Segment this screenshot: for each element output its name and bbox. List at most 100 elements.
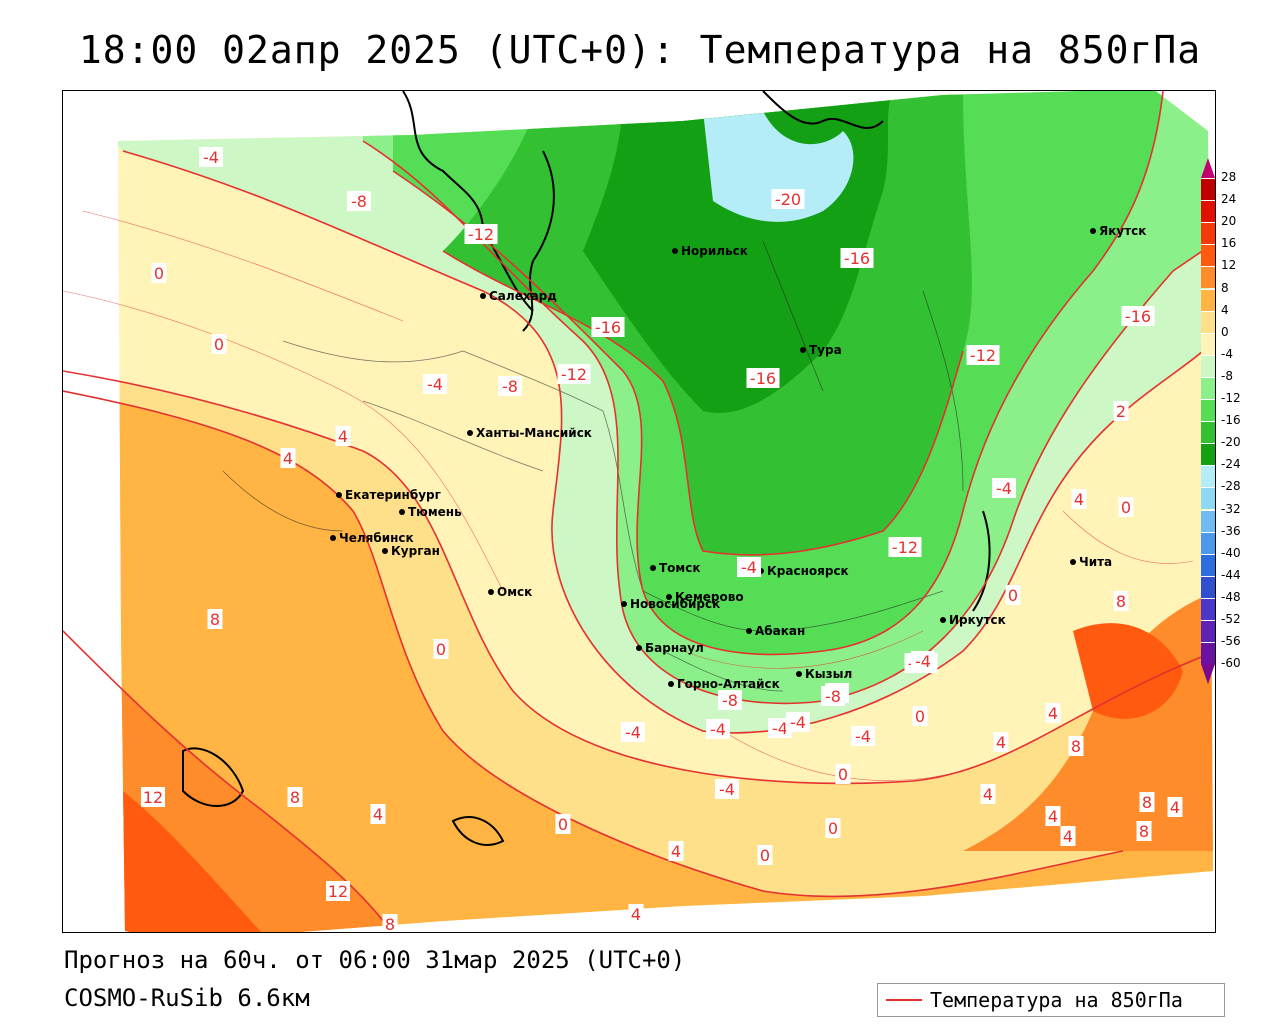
colorbar-cell — [1201, 288, 1215, 311]
zone-hot-southeast — [1073, 623, 1183, 719]
city-label: Салехард — [489, 289, 557, 303]
zone-8-to-12 — [118, 391, 1213, 932]
contour-lines — [63, 91, 1215, 932]
contour-label-bg — [287, 787, 303, 807]
contour-value-label: -12 — [468, 225, 494, 244]
contour-label-bg — [715, 779, 739, 799]
contour-value-label: 4 — [1048, 807, 1058, 826]
contour-value-label: 0 — [558, 815, 568, 834]
colorbar-tick-label: -24 — [1221, 457, 1241, 472]
contour-value-label: -4 — [203, 148, 219, 167]
colorbar-cell — [1201, 266, 1215, 289]
city-dot — [796, 671, 802, 677]
city-label: Кемерово — [675, 590, 744, 604]
contour-value-label: 4 — [996, 733, 1006, 752]
colorbar-cell — [1201, 597, 1215, 620]
contour-label-bg — [464, 224, 498, 244]
contour-value-label: -16 — [844, 249, 870, 268]
city-label: Екатеринбург — [345, 488, 441, 502]
colorbar-cell — [1201, 443, 1215, 466]
city-label: Красноярск — [767, 564, 849, 578]
contour-label-bg — [835, 764, 851, 784]
colorbar-tick-label: -60 — [1221, 656, 1241, 671]
contour-value-label: -4 — [855, 727, 871, 746]
contour-value-label: -8 — [351, 192, 367, 211]
map-base — [63, 91, 1215, 932]
contour-label-bg — [557, 364, 591, 384]
contour-label-bg — [1071, 489, 1087, 509]
contour-label-bg — [151, 263, 167, 283]
colorbar-cell — [1201, 200, 1215, 223]
zone-hot-southwest — [123, 791, 263, 932]
contour-value-label: 12 — [328, 882, 348, 901]
colorbar-tick-label: -28 — [1221, 479, 1241, 494]
city-dot — [467, 430, 473, 436]
contour-label-bg — [628, 904, 644, 924]
city-label: Барнаул — [645, 641, 704, 655]
colorbar-tick-label: 4 — [1221, 302, 1229, 317]
contour-value-label: 8 — [290, 788, 300, 807]
city-dot — [488, 589, 494, 595]
contour-label-bg — [211, 334, 227, 354]
city-label: Курган — [391, 544, 440, 558]
contour-label-bg — [335, 426, 351, 446]
colorbar-cell — [1201, 354, 1215, 377]
contour-label-bg — [423, 374, 447, 394]
contour-label-bg — [280, 448, 296, 468]
contour-label-bg — [1045, 806, 1061, 826]
contour-value-label: 4 — [338, 427, 348, 446]
contour-value-label: 0 — [760, 846, 770, 865]
coastline — [182, 91, 991, 846]
contour-value-label: 2 — [1116, 402, 1126, 421]
colorbar-tick-label: -52 — [1221, 612, 1241, 626]
contour-value-label: 0 — [915, 707, 925, 726]
colorbar-cell — [1201, 465, 1215, 488]
contour-value-label: -8 — [722, 691, 738, 710]
model-name: COSMO-RuSib 6.6км — [64, 984, 310, 1012]
colorbar-top-arrow — [1201, 158, 1215, 178]
city-dot — [668, 681, 674, 687]
contour-value-label: -16 — [595, 318, 621, 337]
contour-label-bg — [912, 706, 928, 726]
colorbar-cell — [1201, 178, 1215, 201]
contour-value-label: 0 — [436, 640, 446, 659]
colorbar-cell — [1201, 487, 1215, 510]
contour-label-bg — [1167, 797, 1183, 817]
contour-label-bg — [851, 726, 875, 746]
contour-value-label: -4 — [915, 652, 931, 671]
city-label: Омск — [497, 585, 532, 599]
contour-value-label: 0 — [1121, 498, 1131, 517]
contour-label-bg — [1121, 306, 1155, 326]
contour-label-bg — [746, 368, 780, 388]
contour-value-label: -4 — [719, 780, 735, 799]
contour-value-label: 4 — [373, 805, 383, 824]
city-dot — [382, 548, 388, 554]
city-dot — [1070, 559, 1076, 565]
city-dot — [480, 293, 486, 299]
city-label: Ханты-Мансийск — [476, 426, 592, 440]
city-label: Тюмень — [408, 505, 462, 519]
colorbar-cell — [1201, 332, 1215, 355]
colorbar-tick-label: 28 — [1221, 170, 1237, 184]
contour-value-label: -4 — [790, 713, 806, 732]
zone-below-minus20 — [703, 111, 854, 222]
colorbar-cell — [1201, 376, 1215, 399]
colorbar-tick-label: -40 — [1221, 545, 1241, 560]
colorbar-tick-label: -56 — [1221, 634, 1241, 649]
legend-label: Температура на 850гПа — [930, 988, 1183, 1012]
contour-value-label: -16 — [1125, 307, 1151, 326]
colorbar-tick-label: 0 — [1221, 324, 1229, 339]
forecast-info: Прогноз на 60ч. от 06:00 31мар 2025 (UTC… — [64, 946, 686, 974]
city-dot — [621, 601, 627, 607]
colorbar-bottom-arrow — [1201, 664, 1215, 685]
colorbar-tick-label: -8 — [1221, 368, 1233, 383]
colorbar-tick-label: -16 — [1221, 413, 1241, 428]
contour-value-label: -8 — [825, 687, 841, 706]
contour-value-label: 4 — [671, 842, 681, 861]
contour-label-bg — [370, 804, 386, 824]
contour-label-bg — [718, 690, 742, 710]
colorbar-tick-label: 24 — [1221, 192, 1237, 207]
contour-value-label: 0 — [828, 819, 838, 838]
contour-label-bg — [1045, 703, 1061, 723]
city-dot — [1090, 228, 1096, 234]
